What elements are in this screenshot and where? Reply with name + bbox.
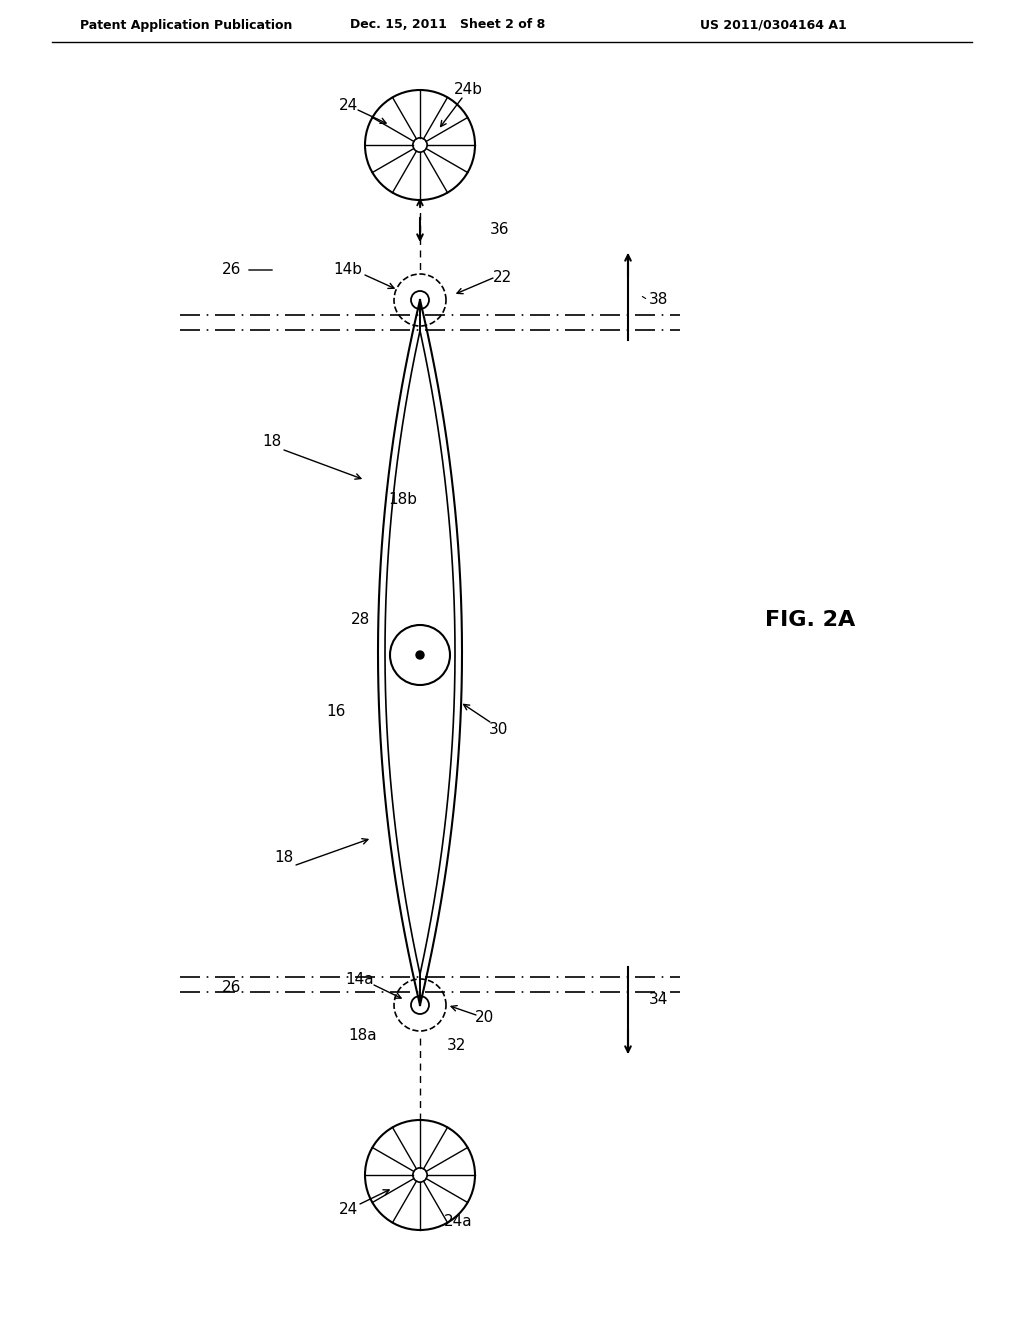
Circle shape — [416, 651, 424, 659]
Text: 24: 24 — [338, 98, 357, 112]
Text: 38: 38 — [648, 293, 668, 308]
Text: 14b: 14b — [334, 263, 362, 277]
Text: 14a: 14a — [346, 973, 375, 987]
Text: 18: 18 — [262, 434, 282, 450]
Text: 24b: 24b — [454, 82, 482, 98]
Text: 36: 36 — [490, 223, 510, 238]
Text: 24: 24 — [338, 1203, 357, 1217]
Text: FIG. 2A: FIG. 2A — [765, 610, 855, 630]
Text: 16: 16 — [327, 705, 346, 719]
Text: 26: 26 — [222, 263, 242, 277]
Text: 30: 30 — [488, 722, 508, 738]
Text: 22: 22 — [493, 271, 512, 285]
Text: 28: 28 — [350, 612, 370, 627]
Text: 26: 26 — [222, 981, 242, 995]
Text: 18b: 18b — [388, 492, 418, 507]
Text: US 2011/0304164 A1: US 2011/0304164 A1 — [700, 18, 847, 32]
Text: 32: 32 — [446, 1038, 466, 1052]
Text: Patent Application Publication: Patent Application Publication — [80, 18, 293, 32]
Text: 34: 34 — [648, 993, 668, 1007]
Text: 18a: 18a — [349, 1027, 377, 1043]
Text: 24a: 24a — [443, 1214, 472, 1229]
Text: 20: 20 — [474, 1011, 494, 1026]
Text: 18: 18 — [274, 850, 294, 866]
Text: Dec. 15, 2011   Sheet 2 of 8: Dec. 15, 2011 Sheet 2 of 8 — [350, 18, 545, 32]
